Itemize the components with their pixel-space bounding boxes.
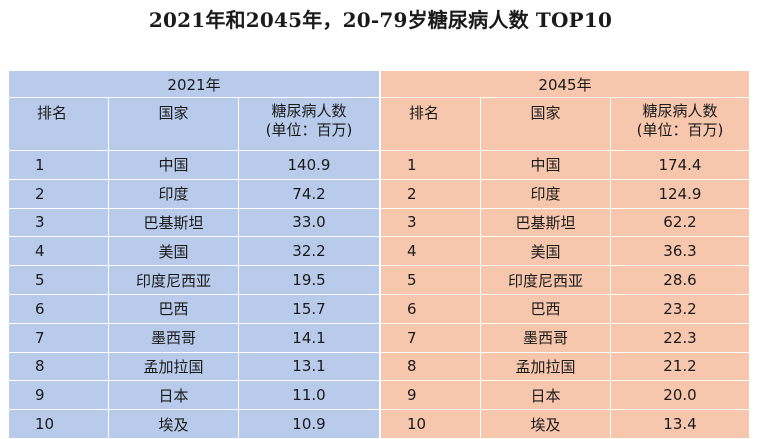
value-header: 糖尿病人数 (单位：百万) (238, 97, 380, 151)
country-cell: 巴基斯坦 (480, 207, 611, 238)
value-cell: 13.4 (610, 409, 750, 439)
table-2045: 2045年 排名 国家 糖尿病人数 (单位：百万) 1 中国 174.4 2 印度 124… (380, 70, 750, 439)
value-cell: 62.2 (610, 207, 750, 238)
rank-cell: 7 (380, 322, 481, 353)
country-header: 国家 (108, 97, 239, 151)
country-cell: 印度 (108, 178, 239, 209)
value-cell: 10.9 (238, 409, 380, 439)
country-cell: 美国 (108, 236, 239, 267)
table-row: 8 孟加拉国 13.1 (8, 351, 380, 382)
rank-cell: 9 (8, 380, 109, 411)
rank-cell: 10 (380, 409, 481, 439)
table-row: 7 墨西哥 14.1 (8, 322, 380, 353)
country-cell: 巴西 (480, 293, 611, 324)
rank-cell: 8 (380, 351, 481, 382)
table-row: 6 巴西 15.7 (8, 293, 380, 324)
value-cell: 124.9 (610, 178, 750, 209)
country-cell: 美国 (480, 236, 611, 267)
page-title: 2021年和2045年，20-79岁糖尿病人数 TOP10 (148, 8, 613, 32)
value-cell: 36.3 (610, 236, 750, 267)
country-cell: 孟加拉国 (108, 351, 239, 382)
table-row: 1 中国 174.4 (380, 150, 750, 180)
table-row: 5 印度尼西亚 19.5 (8, 265, 380, 295)
value-cell: 22.3 (610, 322, 750, 353)
value-cell: 20.0 (610, 380, 750, 411)
year-header-2021: 2021年 (8, 70, 380, 98)
table-row: 8 孟加拉国 21.2 (380, 351, 750, 382)
country-cell: 巴西 (108, 293, 239, 324)
value-header: 糖尿病人数 (单位：百万) (610, 97, 750, 151)
table-row: 6 巴西 23.2 (380, 293, 750, 324)
country-header: 国家 (480, 97, 611, 151)
country-cell: 印度尼西亚 (480, 265, 611, 295)
table-row: 4 美国 36.3 (380, 236, 750, 267)
value-cell: 140.9 (238, 150, 380, 180)
table-row: 3 巴基斯坦 62.2 (380, 207, 750, 238)
table-2021: 2021年 排名 国家 糖尿病人数 (单位：百万) 1 中国 140.9 2 印度 74.… (8, 70, 380, 439)
table-row: 2 印度 124.9 (380, 178, 750, 209)
rank-cell: 4 (380, 236, 481, 267)
value-cell: 23.2 (610, 293, 750, 324)
country-cell: 墨西哥 (108, 322, 239, 353)
country-cell: 埃及 (480, 409, 611, 439)
rank-header: 排名 (8, 97, 109, 151)
country-cell: 孟加拉国 (480, 351, 611, 382)
value-cell: 33.0 (238, 207, 380, 238)
table-row: 2 印度 74.2 (8, 178, 380, 209)
value-header-line2: (单位：百万) (636, 121, 724, 139)
value-cell: 74.2 (238, 178, 380, 209)
rank-cell: 6 (8, 293, 109, 324)
country-cell: 印度 (480, 178, 611, 209)
value-header-line2: (单位：百万) (265, 121, 353, 139)
table-row: 1 中国 140.9 (8, 150, 380, 180)
value-cell: 14.1 (238, 322, 380, 353)
table-row: 9 日本 20.0 (380, 380, 750, 411)
rank-cell: 4 (8, 236, 109, 267)
table-row: 3 巴基斯坦 33.0 (8, 207, 380, 238)
country-cell: 中国 (108, 150, 239, 180)
country-cell: 印度尼西亚 (108, 265, 239, 295)
rank-cell: 2 (8, 178, 109, 209)
year-header-2045: 2045年 (380, 70, 750, 98)
country-cell: 埃及 (108, 409, 239, 439)
country-cell: 巴基斯坦 (108, 207, 239, 238)
value-header-line1: 糖尿病人数 (642, 102, 718, 120)
table-row: 10 埃及 10.9 (8, 409, 380, 439)
rank-cell: 2 (380, 178, 481, 209)
rank-cell: 7 (8, 322, 109, 353)
rank-header: 排名 (380, 97, 481, 151)
rank-cell: 9 (380, 380, 481, 411)
tables-container: 2021年 排名 国家 糖尿病人数 (单位：百万) 1 中国 140.9 2 印度 74.… (8, 70, 750, 439)
country-cell: 日本 (108, 380, 239, 411)
value-cell: 11.0 (238, 380, 380, 411)
rank-cell: 6 (380, 293, 481, 324)
country-cell: 中国 (480, 150, 611, 180)
rank-cell: 3 (8, 207, 109, 238)
country-cell: 日本 (480, 380, 611, 411)
country-cell: 墨西哥 (480, 322, 611, 353)
rank-cell: 10 (8, 409, 109, 439)
value-cell: 174.4 (610, 150, 750, 180)
rank-cell: 5 (380, 265, 481, 295)
value-cell: 13.1 (238, 351, 380, 382)
table-row: 10 埃及 13.4 (380, 409, 750, 439)
value-cell: 15.7 (238, 293, 380, 324)
table-row: 4 美国 32.2 (8, 236, 380, 267)
rank-cell: 5 (8, 265, 109, 295)
value-cell: 32.2 (238, 236, 380, 267)
value-header-line1: 糖尿病人数 (271, 102, 347, 120)
rank-cell: 1 (380, 150, 481, 180)
value-cell: 21.2 (610, 351, 750, 382)
rank-cell: 8 (8, 351, 109, 382)
table-row: 9 日本 11.0 (8, 380, 380, 411)
rank-cell: 3 (380, 207, 481, 238)
value-cell: 28.6 (610, 265, 750, 295)
table-row: 7 墨西哥 22.3 (380, 322, 750, 353)
value-cell: 19.5 (238, 265, 380, 295)
rank-cell: 1 (8, 150, 109, 180)
table-row: 5 印度尼西亚 28.6 (380, 265, 750, 295)
